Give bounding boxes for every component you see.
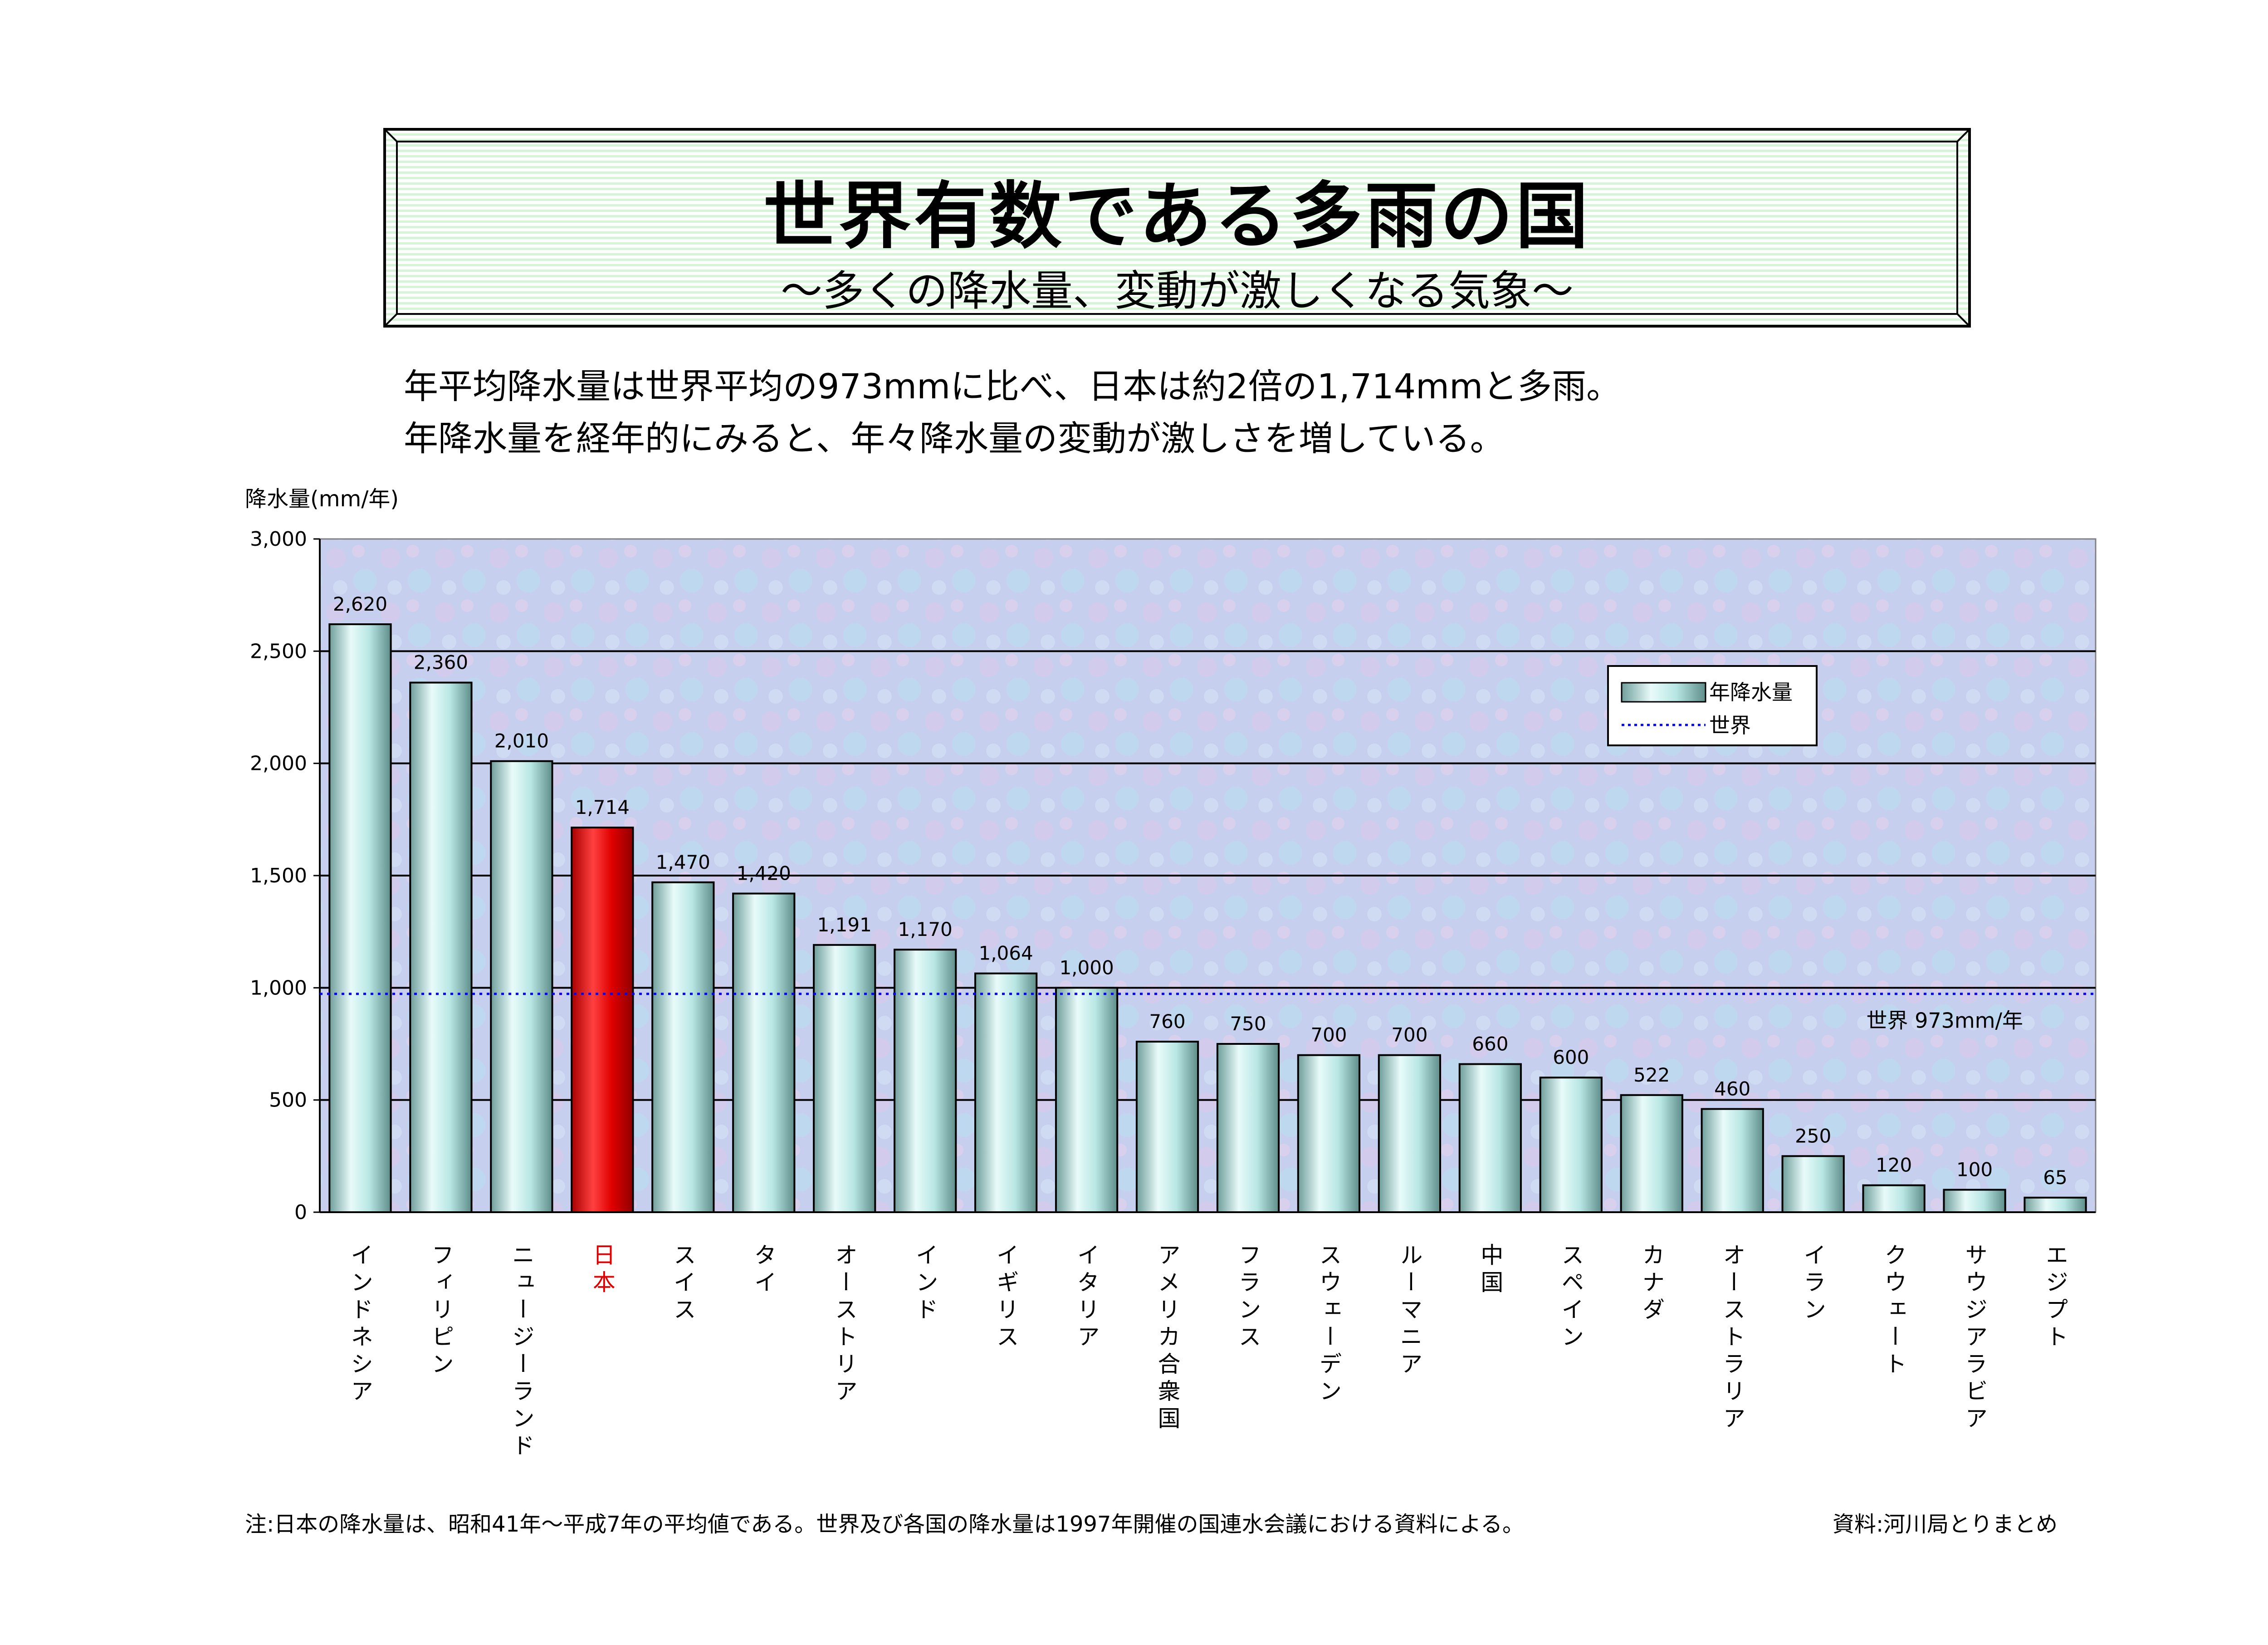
category-label: タイ (751, 1243, 777, 1297)
y-tick-label: 500 (269, 1089, 307, 1112)
category-label: インドネシア (347, 1243, 373, 1406)
legend-bar-swatch (1621, 682, 1706, 703)
value-label: 522 (1633, 1064, 1670, 1086)
category-label: イギリス (993, 1243, 1019, 1352)
value-label: 1,000 (1059, 956, 1114, 979)
bar-スウェーデン (1297, 1054, 1361, 1214)
bar-アメリカ合衆国 (1135, 1041, 1199, 1213)
bar-日本 (571, 827, 634, 1213)
value-label: 600 (1553, 1046, 1589, 1068)
legend-label-line: 世界 (1709, 713, 1751, 738)
y-tick-label: 2,000 (250, 752, 307, 775)
bar-カナダ (1620, 1094, 1683, 1213)
description-line-2: 年降水量を経年的にみると、年々降水量の変動が激しさを増している。 (404, 418, 1505, 459)
value-label: 65 (2043, 1166, 2067, 1189)
bar-エジプト (2024, 1196, 2087, 1214)
footnote: 注:日本の降水量は、昭和41年～平成7年の平均値である。世界及び各国の降水量は1… (245, 1512, 1525, 1537)
bar-フィリピン (409, 681, 473, 1213)
category-label: アメリカ合衆国 (1154, 1243, 1181, 1434)
bar-タイ (732, 892, 796, 1214)
category-label: 中国 (1477, 1243, 1503, 1297)
category-label: ニュージーランド (508, 1243, 535, 1461)
bar-インド (894, 949, 957, 1213)
y-tick-label: 2,500 (250, 640, 307, 663)
category-label: スペイン (1558, 1243, 1584, 1352)
category-label: フィリピン (428, 1243, 454, 1379)
bar-オーストラリア (1701, 1108, 1764, 1214)
value-label: 460 (1714, 1077, 1750, 1100)
value-label: 700 (1391, 1024, 1427, 1046)
legend: 年降水量 世界 (1607, 665, 1818, 746)
value-label: 2,010 (494, 730, 549, 752)
value-label: 2,360 (414, 651, 468, 674)
bar-イタリア (1055, 987, 1119, 1213)
bar-インドネシア (328, 623, 392, 1213)
category-label: スウェーデン (1315, 1243, 1342, 1406)
bar-イラン (1781, 1155, 1845, 1213)
value-label: 1,191 (817, 914, 872, 936)
reference-line-label: 世界 973mm/年 (1866, 1009, 2023, 1033)
category-label: オーストラリア (1719, 1243, 1745, 1434)
description-line-1: 年平均降水量は世界平均の973mmに比べ、日本は約2倍の1,714mmと多雨。 (404, 366, 1621, 406)
value-label: 1,064 (978, 942, 1033, 964)
value-label: 2,620 (333, 593, 387, 615)
value-label: 1,714 (575, 796, 630, 818)
bar-イギリス (974, 972, 1038, 1213)
bar-中国 (1458, 1063, 1522, 1214)
y-tick-label: 1,000 (250, 976, 307, 999)
value-label: 760 (1149, 1010, 1185, 1033)
value-label: 120 (1876, 1154, 1912, 1176)
bar-ルーマニア (1378, 1054, 1442, 1214)
category-label: スイス (670, 1243, 696, 1325)
category-label: イラン (1800, 1243, 1826, 1325)
category-label: フランス (1235, 1243, 1261, 1352)
page-title: 世界有数である多雨の国 (763, 174, 1591, 259)
bar-ニュージーランド (490, 760, 553, 1213)
page-subtitle: ～多くの降水量、変動が激しくなる気象～ (780, 267, 1574, 315)
bar-スペイン (1539, 1077, 1603, 1213)
bar-chart: 0 500 1,000 1,500 2,000 2,500 3,000 2,620 2,360… (250, 528, 2097, 1461)
y-tick-label: 3,000 (250, 528, 307, 551)
value-label: 1,420 (737, 862, 791, 885)
value-label: 1,170 (898, 918, 953, 940)
bar-フランス (1216, 1043, 1280, 1213)
category-label: エジプト (2042, 1243, 2068, 1352)
category-label: オーストリア (831, 1243, 858, 1406)
category-label: インド (912, 1243, 938, 1325)
y-tick-label: 1,500 (250, 864, 307, 887)
category-label: イタリア (1074, 1243, 1100, 1352)
value-label: 660 (1472, 1033, 1508, 1055)
y-tick-label: 0 (294, 1201, 307, 1224)
category-label: カナダ (1638, 1243, 1665, 1325)
bar-サウジアラビア (1943, 1189, 2006, 1214)
value-label: 750 (1230, 1013, 1266, 1035)
value-label: 1,470 (656, 851, 710, 873)
value-label: 700 (1310, 1024, 1347, 1046)
value-label: 250 (1795, 1125, 1831, 1147)
bar-スイス (651, 881, 715, 1213)
bar-クウェート (1862, 1184, 1926, 1213)
category-label: サウジアラビア (1961, 1243, 1988, 1434)
category-label: クウェート (1881, 1243, 1907, 1379)
bar-オーストリア (813, 944, 876, 1214)
category-label: ルーマニア (1396, 1243, 1422, 1379)
title-box: 世界有数である多雨の国 ～多くの降水量、変動が激しくなる気象～ (383, 128, 1971, 328)
category-label: 日本 (589, 1243, 616, 1297)
value-label: 100 (1956, 1159, 1993, 1181)
y-axis-label: 降水量(mm/年) (245, 486, 399, 512)
title-frame (383, 128, 1971, 328)
legend-label-bar: 年降水量 (1709, 680, 1793, 705)
source-note: 資料:河川局とりまとめ (1833, 1512, 2058, 1537)
